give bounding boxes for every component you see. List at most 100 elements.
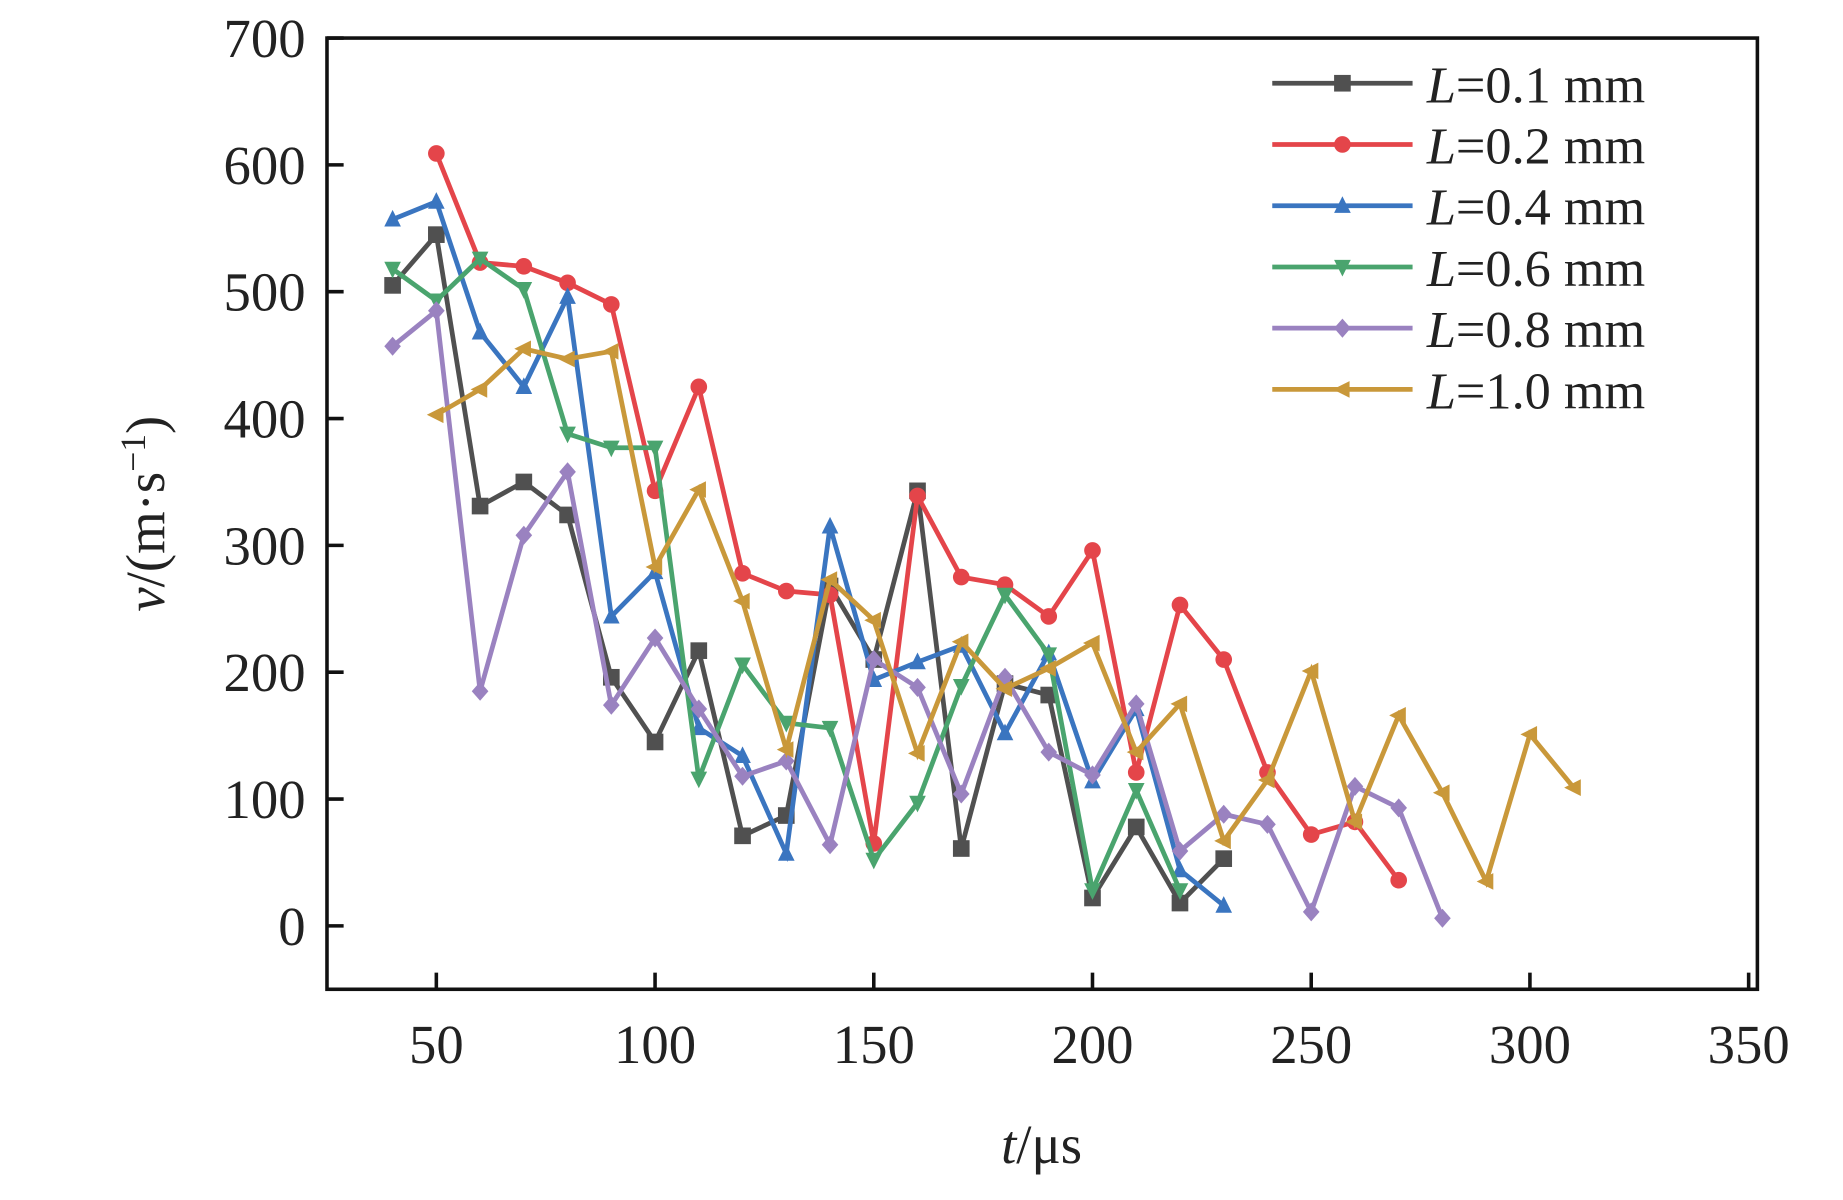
data-point bbox=[864, 611, 881, 629]
data-point bbox=[515, 525, 533, 545]
data-point bbox=[471, 251, 489, 269]
data-point bbox=[776, 741, 794, 758]
legend-item: L=1.0 mm bbox=[1272, 362, 1645, 420]
series-l-0-6-mm bbox=[384, 251, 1189, 900]
legend-item: L=0.2 mm bbox=[1272, 118, 1645, 176]
data-point bbox=[1302, 902, 1320, 922]
data-point bbox=[1040, 686, 1058, 704]
data-point bbox=[1171, 883, 1189, 900]
data-point bbox=[559, 274, 576, 292]
y-tick-label: 300 bbox=[224, 515, 306, 576]
ticks-layer: 50 100 150 200 250 300 350 0 100 200 300 400 500 600 7… bbox=[224, 8, 1790, 1075]
y-axis-label: v/(m·s−1) bbox=[113, 416, 176, 612]
data-point bbox=[515, 473, 533, 491]
legend-label: L=1.0 mm bbox=[1426, 362, 1645, 420]
data-point bbox=[1389, 707, 1406, 724]
data-point bbox=[733, 592, 750, 610]
legend-marker bbox=[1334, 74, 1351, 92]
data-point bbox=[1476, 873, 1494, 890]
legend-marker bbox=[1334, 136, 1351, 153]
data-point bbox=[384, 209, 401, 227]
data-point bbox=[690, 642, 708, 659]
data-point bbox=[1520, 726, 1538, 743]
x-tick-label: 350 bbox=[1708, 1014, 1790, 1075]
data-point bbox=[1127, 818, 1145, 836]
y-tick-label: 700 bbox=[224, 8, 306, 69]
data-point bbox=[602, 296, 620, 313]
data-point bbox=[865, 852, 883, 870]
data-point bbox=[821, 720, 839, 738]
data-point bbox=[690, 699, 708, 719]
x-tick-label: 200 bbox=[1051, 1014, 1133, 1075]
data-point bbox=[821, 835, 839, 855]
legend-label: L=0.1 mm bbox=[1426, 56, 1645, 114]
data-point bbox=[601, 343, 619, 360]
x-tick-label: 250 bbox=[1270, 1014, 1352, 1075]
data-point bbox=[996, 723, 1014, 741]
data-point bbox=[559, 506, 576, 524]
data-point bbox=[690, 378, 708, 396]
legend-item: L=0.8 mm bbox=[1272, 301, 1645, 359]
data-point bbox=[1345, 813, 1363, 831]
data-point bbox=[471, 497, 489, 515]
data-point bbox=[734, 746, 751, 764]
data-point bbox=[952, 840, 970, 857]
data-point bbox=[777, 844, 795, 861]
legend-item: L=0.4 mm bbox=[1272, 179, 1645, 237]
data-point bbox=[1084, 542, 1101, 559]
series-line bbox=[391, 198, 1226, 908]
data-point bbox=[952, 784, 970, 804]
legend-item: L=0.1 mm bbox=[1272, 56, 1645, 114]
data-point bbox=[690, 771, 708, 789]
series-layer bbox=[384, 145, 1581, 928]
data-point bbox=[909, 677, 926, 697]
data-point bbox=[1084, 765, 1101, 785]
data-point bbox=[1215, 850, 1233, 867]
data-point bbox=[1171, 860, 1189, 878]
data-point bbox=[1040, 647, 1058, 664]
y-tick-label: 200 bbox=[224, 642, 306, 703]
data-point bbox=[1127, 783, 1145, 800]
data-point bbox=[1434, 908, 1451, 928]
data-point bbox=[995, 680, 1013, 698]
data-point bbox=[734, 564, 751, 582]
data-point bbox=[689, 481, 706, 498]
data-point bbox=[1170, 695, 1188, 713]
data-point bbox=[1126, 743, 1144, 761]
data-point bbox=[1302, 826, 1320, 843]
y-tick-label: 100 bbox=[224, 769, 306, 830]
y-tick-label: 600 bbox=[224, 135, 306, 196]
data-point bbox=[1215, 896, 1233, 913]
data-point bbox=[1346, 776, 1364, 796]
data-point bbox=[515, 377, 533, 394]
data-point bbox=[558, 350, 575, 368]
legend-marker bbox=[1332, 381, 1350, 398]
legend-label: L=0.8 mm bbox=[1426, 301, 1645, 359]
data-point bbox=[471, 681, 489, 701]
data-point bbox=[1039, 660, 1056, 677]
data-point bbox=[428, 145, 445, 162]
series-l-0-2-mm bbox=[428, 145, 1408, 889]
data-point bbox=[1127, 764, 1145, 781]
x-axis-label: t/μs bbox=[1001, 1114, 1082, 1175]
data-point bbox=[820, 571, 838, 588]
x-tick-label: 100 bbox=[614, 1014, 696, 1075]
data-point bbox=[428, 192, 445, 209]
data-point bbox=[1084, 883, 1101, 900]
data-point bbox=[515, 282, 533, 299]
x-tick-label: 150 bbox=[833, 1014, 915, 1075]
data-point bbox=[908, 745, 925, 762]
series-l-1-0-mm bbox=[426, 340, 1581, 890]
data-point bbox=[426, 406, 444, 424]
data-point bbox=[952, 568, 970, 586]
data-point bbox=[1301, 662, 1319, 680]
data-point bbox=[1390, 871, 1408, 889]
data-point bbox=[1259, 814, 1276, 834]
y-tick-label: 400 bbox=[224, 389, 306, 450]
series-l-0-1-mm bbox=[384, 226, 1233, 912]
legend-marker bbox=[1334, 196, 1351, 213]
data-point bbox=[952, 679, 970, 696]
data-point bbox=[559, 462, 576, 482]
